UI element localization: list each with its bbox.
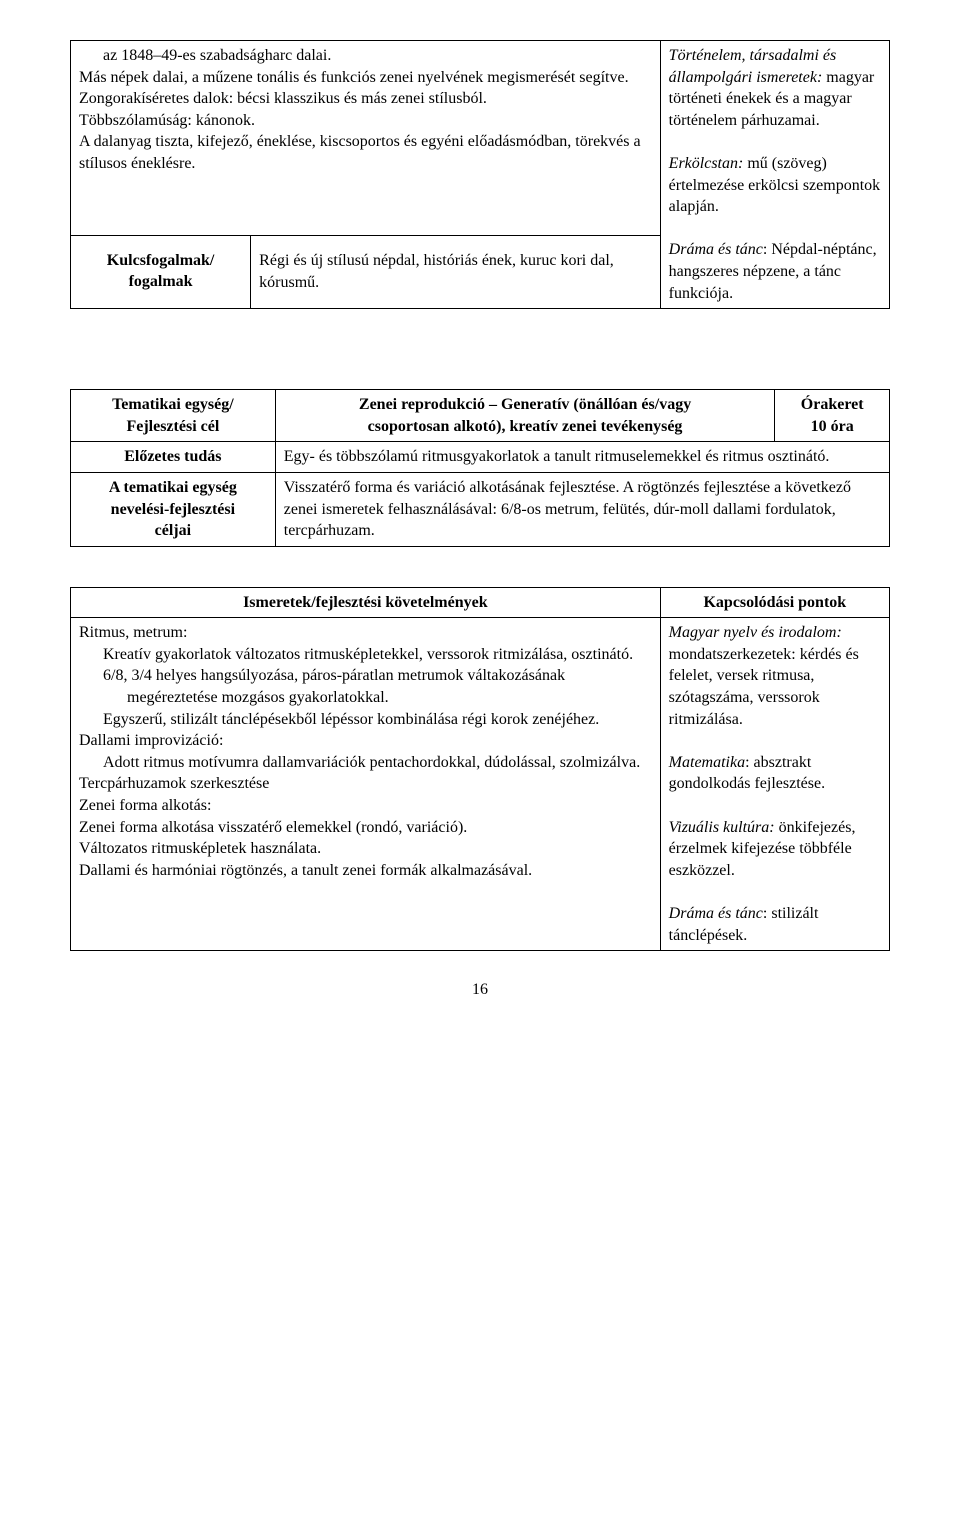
page-number: 16 <box>70 981 890 999</box>
table-requirements: Ismeretek/fejlesztési követelmények Kapc… <box>70 587 890 952</box>
context-right-cell: Történelem, társadalmi és állampolgári i… <box>660 41 889 309</box>
keywords-label-cell: Kulcsfogalmak/ fogalmak <box>71 235 251 308</box>
time-frame: Órakeret 10 óra <box>775 390 890 442</box>
requirements-header: Ismeretek/fejlesztési követelmények <box>71 587 661 618</box>
requirements-content: Ritmus, metrum: Kreatív gyakorlatok vált… <box>71 618 661 951</box>
context-line: az 1848–49-es szabadságharc dalai. <box>79 45 652 67</box>
req-line: Ritmus, metrum: <box>79 622 652 644</box>
context-line: Többszólamúság: kánonok. <box>79 110 652 132</box>
goals-label: A tematikai egység nevelési-fejlesztési … <box>71 472 276 546</box>
context-left-cell: az 1848–49-es szabadságharc dalai. Más n… <box>71 41 661 236</box>
req-line: Dallami improvizáció: <box>79 730 652 752</box>
req-line: Dallami és harmóniai rögtönzés, a tanult… <box>79 860 652 882</box>
req-line: Zenei forma alkotás: <box>79 795 652 817</box>
link-ethics: Erkölcstan: mű (szöveg) értelmezése erkö… <box>669 153 881 218</box>
prior-knowledge-content: Egy- és többszólamú ritmusgyakorlatok a … <box>275 442 889 473</box>
table-thematic-unit: Tematikai egység/ Fejlesztési cél Zenei … <box>70 389 890 547</box>
req-line: Kreatív gyakorlatok változatos ritmuskép… <box>79 644 652 666</box>
context-line: A dalanyag tiszta, kifejező, éneklése, k… <box>79 131 652 174</box>
link-drama: Dráma és tánc: Népdal-néptánc, hangszere… <box>669 239 881 304</box>
prior-knowledge-label: Előzetes tudás <box>71 442 276 473</box>
thematic-unit-title: Zenei reprodukció – Generatív (önállóan … <box>275 390 775 442</box>
thematic-unit-label: Tematikai egység/ Fejlesztési cél <box>71 390 276 442</box>
req-line: Változatos ritmusképletek használata. <box>79 838 652 860</box>
link-drama-dance: Dráma és tánc: stilizált tánclépések. <box>669 903 881 946</box>
context-line: Zongorakíséretes dalok: bécsi klasszikus… <box>79 88 652 110</box>
link-literature: Magyar nyelv és irodalom: mondatszerkeze… <box>669 622 881 730</box>
req-line: Adott ritmus motívumra dallamvariációk p… <box>79 752 652 774</box>
req-line: Tercpárhuzamok szerkesztése <box>79 773 652 795</box>
links-header: Kapcsolódási pontok <box>660 587 889 618</box>
link-visual: Vizuális kultúra: önkifejezés, érzelmek … <box>669 817 881 882</box>
req-line: Egyszerű, stilizált tánclépésekből lépés… <box>79 709 652 731</box>
context-line: Más népek dalai, a műzene tonális és fun… <box>79 67 652 89</box>
req-line: Zenei forma alkotása visszatérő elemekke… <box>79 817 652 839</box>
table-context-keywords: az 1848–49-es szabadságharc dalai. Más n… <box>70 40 890 309</box>
goals-content: Visszatérő forma és variáció alkotásának… <box>275 472 889 546</box>
keywords-content-cell: Régi és új stílusú népdal, históriás éne… <box>251 235 661 308</box>
req-line: 6/8, 3/4 helyes hangsúlyozása, páros-pár… <box>79 665 652 708</box>
links-content: Magyar nyelv és irodalom: mondatszerkeze… <box>660 618 889 951</box>
link-history: Történelem, társadalmi és állampolgári i… <box>669 45 881 131</box>
link-math: Matematika: absztrakt gondolkodás fejles… <box>669 752 881 795</box>
